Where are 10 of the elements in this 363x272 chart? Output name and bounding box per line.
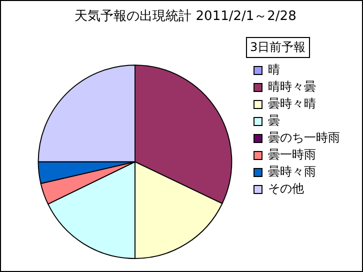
chart-title: 天気予報の出現統計 2011/2/1～2/28 (74, 9, 296, 24)
legend-label: その他 (268, 182, 304, 196)
legend-label: 曇時々晴 (268, 96, 316, 111)
legend-label: 曇時々雨 (268, 164, 316, 179)
legend-label: 曇のち一時雨 (268, 130, 340, 145)
legend-label: 晴時々曇 (268, 80, 316, 94)
text: 3日前予報 (246, 37, 310, 58)
legend-label: 曇一時雨 (268, 148, 316, 162)
legend-label: 晴 (268, 62, 280, 77)
legend-label: 曇 (268, 114, 280, 128)
